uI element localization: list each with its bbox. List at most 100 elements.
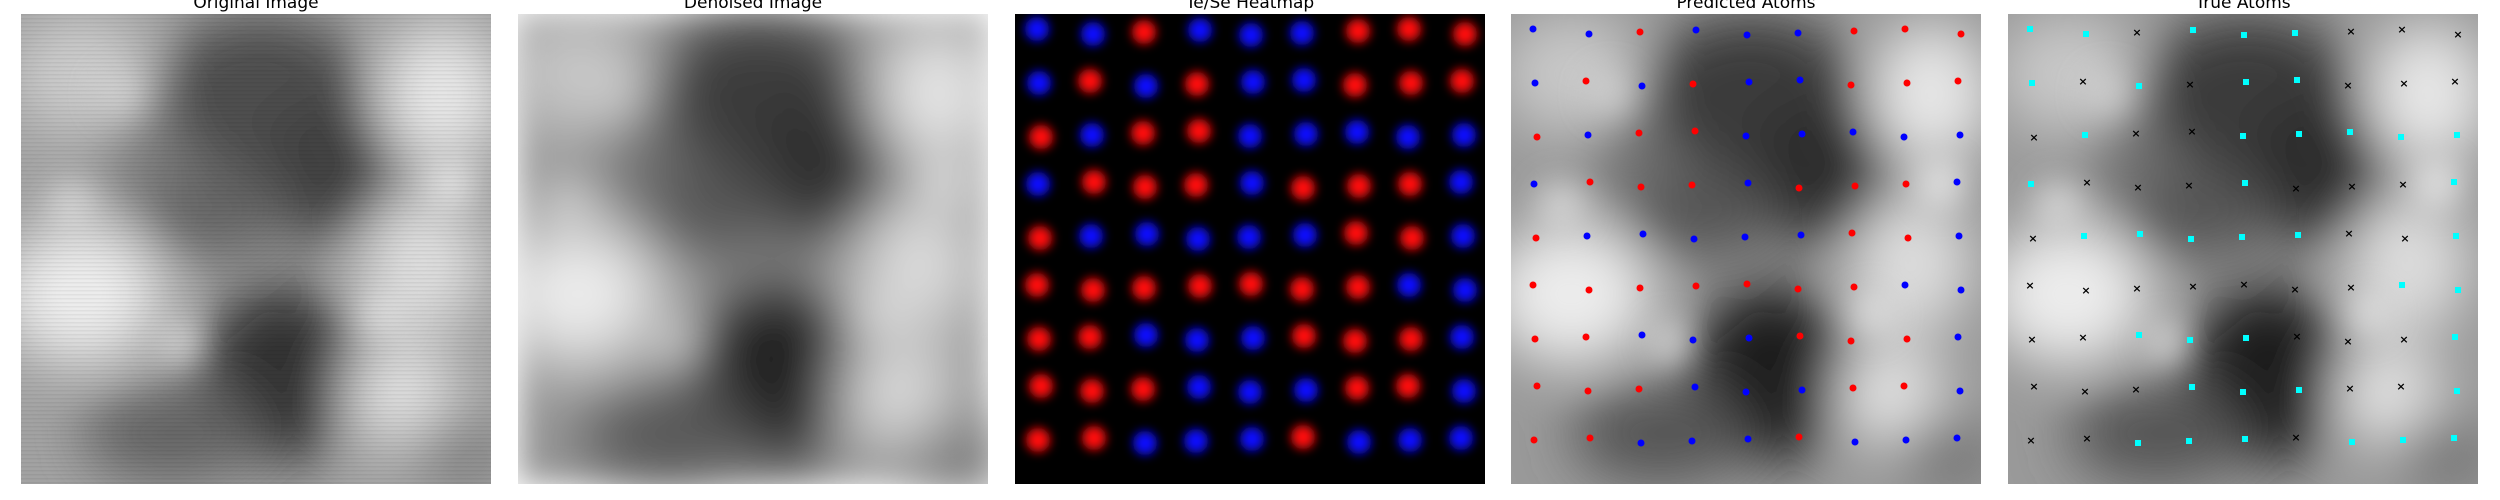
atom-marker: ×	[2239, 278, 2248, 291]
atom-marker: ×	[2344, 227, 2353, 240]
scan-line	[21, 210, 491, 212]
atom-marker	[1794, 285, 1802, 293]
scan-line	[21, 18, 491, 20]
scan-line	[21, 462, 491, 464]
heatmap-spot	[1185, 72, 1209, 96]
heatmap-spot	[1452, 123, 1476, 147]
scan-line	[21, 402, 491, 404]
atom-marker	[1583, 232, 1591, 240]
scan-line	[21, 322, 491, 324]
heatmap-spot	[1294, 122, 1318, 146]
scan-line	[21, 34, 491, 36]
panel-title: True Atoms	[2194, 0, 2290, 13]
scan-line	[21, 174, 491, 176]
scan-line	[21, 126, 491, 128]
heatmap-spot	[1186, 227, 1210, 251]
heatmap-spot	[1450, 69, 1474, 93]
heatmap-spot	[1397, 17, 1421, 41]
heatmap-spot	[1239, 272, 1263, 296]
heatmap-spot	[1291, 176, 1315, 200]
heatmap-spot	[1078, 325, 1102, 349]
heatmap-spot	[1029, 374, 1053, 398]
scan-line	[21, 406, 491, 408]
scan-line	[21, 346, 491, 348]
heatmap-spot	[1346, 19, 1370, 43]
heatmap-spot	[1347, 430, 1371, 454]
atom-marker	[1953, 434, 1961, 442]
scan-line	[21, 334, 491, 336]
scan-line	[21, 398, 491, 400]
heatmap-spot	[1397, 273, 1421, 297]
panel-image: × × × × × × × × × × × × × × × × × × × × × × × × × × × × × × × × × × × × × × × ×…	[1988, 14, 2498, 494]
atom-marker	[2242, 436, 2248, 442]
heatmap-spot	[1025, 17, 1049, 41]
atom-marker	[1533, 382, 1541, 390]
atom-marker	[1690, 235, 1698, 243]
atom-marker	[1741, 233, 1749, 241]
atom-marker: ×	[2290, 283, 2299, 296]
atom-marker	[1796, 332, 1804, 340]
atom-marker: ×	[2185, 78, 2194, 91]
scan-line	[21, 482, 491, 484]
scan-line	[21, 358, 491, 360]
scan-line	[21, 98, 491, 100]
atom-marker: ×	[2025, 279, 2034, 292]
heatmap-spot	[1290, 277, 1314, 301]
texture	[1491, 14, 2001, 494]
scan-line	[21, 86, 491, 88]
heatmap-spot	[1079, 224, 1103, 248]
scan-line	[21, 290, 491, 292]
atom-marker	[1900, 382, 1908, 390]
heatmap-spot	[1398, 172, 1422, 196]
heatmap-spot	[1399, 327, 1423, 351]
scan-line	[21, 154, 491, 156]
atom-marker	[1638, 82, 1646, 90]
atom-marker	[1798, 130, 1806, 138]
scan-line	[21, 170, 491, 172]
heatmap-spot	[1450, 325, 1474, 349]
heatmap-spot	[1188, 274, 1212, 298]
heatmap-spot	[1188, 18, 1212, 42]
atom-marker	[1957, 286, 1965, 294]
atom-marker	[2399, 282, 2405, 288]
atom-marker: ×	[2078, 75, 2087, 88]
heatmap-spot	[1025, 273, 1049, 297]
scan-line	[21, 186, 491, 188]
heatmap-spot	[1240, 427, 1264, 451]
scan-line	[21, 430, 491, 432]
heatmap-spot	[1293, 223, 1317, 247]
atom-marker: ×	[2078, 331, 2087, 344]
panel-title: Predicted Atoms	[1676, 0, 1815, 13]
scan-line	[21, 274, 491, 276]
heatmap-spot	[1343, 73, 1367, 97]
atom-marker	[1847, 81, 1855, 89]
scan-line	[21, 378, 491, 380]
atom-marker	[2455, 287, 2461, 293]
atom-marker	[1585, 286, 1593, 294]
atom-marker	[2242, 180, 2248, 186]
atom-marker: ×	[2292, 330, 2301, 343]
atom-marker: ×	[2082, 432, 2091, 445]
heatmap-spot	[1081, 22, 1105, 46]
atom-marker	[2240, 133, 2246, 139]
scan-line	[21, 106, 491, 108]
atom-marker	[2296, 131, 2302, 137]
scan-line	[21, 266, 491, 268]
atom-marker	[2188, 236, 2194, 242]
atom-marker	[2186, 438, 2192, 444]
heatmap-spot	[1134, 323, 1158, 347]
heatmap-spot	[1294, 378, 1318, 402]
heatmap-spot	[1449, 170, 1473, 194]
heatmap-spot	[1132, 276, 1156, 300]
heatmap-spot	[1396, 374, 1420, 398]
atom-marker	[2451, 179, 2457, 185]
scan-line	[21, 54, 491, 56]
atom-marker	[1742, 132, 1750, 140]
scan-line	[21, 446, 491, 448]
heatmap-spot	[1347, 174, 1371, 198]
heatmap-spot	[1078, 69, 1102, 93]
heatmap-spot	[1080, 379, 1104, 403]
heatmap-spot	[1081, 278, 1105, 302]
atom-marker	[2083, 31, 2089, 37]
atom-marker	[2243, 79, 2249, 85]
